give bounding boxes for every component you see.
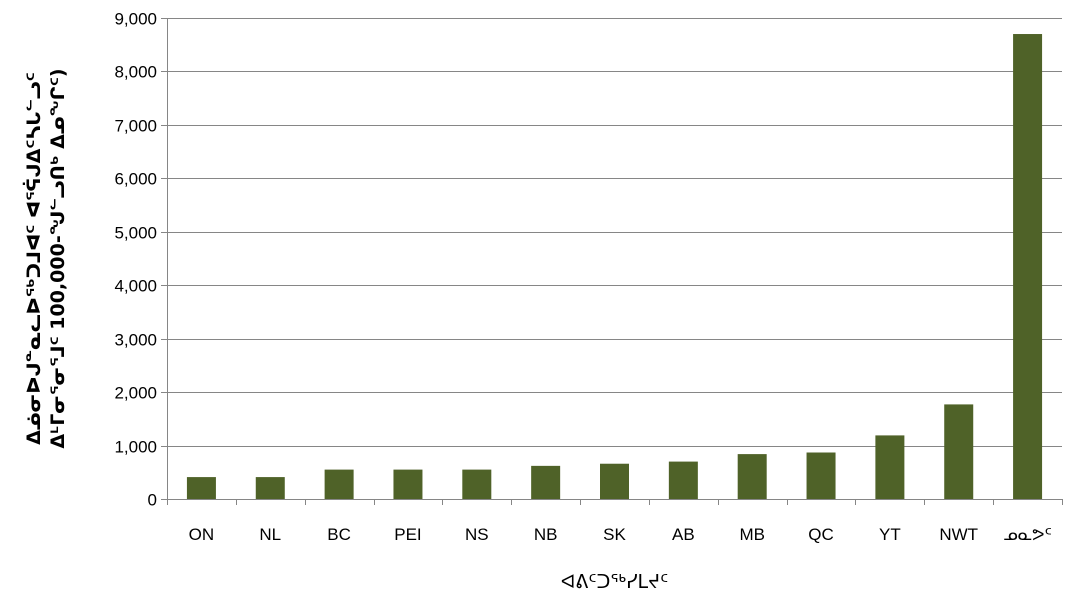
x-axis-title: ᐊᕕᑦᑐᖅᓯᒪᔪᑦ (561, 571, 669, 593)
y-tick-label-3000: 3,000 (114, 331, 157, 350)
y-tick-label-2000: 2,000 (114, 384, 157, 403)
y-axis-title-line-1: ᐃᓅᓂᐅᒍᓐᓇᓚᐅᖅᑐᒧᐊᑦ ᐊᕐᕌᒍᐃᑦᓴᒐᓪᓗᑦ (22, 72, 45, 445)
bar-NB (531, 465, 561, 499)
bar-MB (737, 454, 767, 499)
x-tick-label-ᓄᓇᕗᑦ: ᓄᓇᕗᑦ (1003, 525, 1052, 544)
bar-AB (668, 461, 698, 499)
x-tick-label-NL: NL (259, 525, 281, 544)
axis-titles: ᐃᓅᓂᐅᒍᓐᓇᓚᐅᖅᑐᒧᐊᑦ ᐊᕐᕌᒍᐃᑦᓴᒐᓪᓗᑦ ᐃᒻᒥᓂᕐᓂᕐᒧᑦ 100… (22, 68, 668, 593)
y-tick-label-4000: 4,000 (114, 277, 157, 296)
x-tick-label-ON: ON (189, 525, 215, 544)
bar-NS (462, 469, 492, 499)
y-tick-label-1000: 1,000 (114, 438, 157, 457)
y-tick-label-0: 0 (148, 491, 157, 510)
x-tick-label-BC: BC (327, 525, 351, 544)
y-tick-label-8000: 8,000 (114, 63, 157, 82)
x-tick-label-PEI: PEI (394, 525, 421, 544)
bar-ᓄᓇᕗᑦ (1013, 34, 1043, 500)
axes (161, 18, 1063, 505)
x-tick-label-NWT: NWT (939, 525, 978, 544)
x-tick-label-YT: YT (879, 525, 901, 544)
bar-QC (806, 452, 836, 499)
bar-YT (875, 435, 905, 499)
bar-PEI (393, 469, 423, 499)
y-axis-title-line-2: ᐃᒻᒥᓂᕐᓂᕐᒧᑦ 100,000-ᖑᓪᓗᑎᒃ ᐃᓄᖏᑦ) (47, 68, 69, 448)
bar-NWT (944, 404, 974, 499)
bar-SK (600, 463, 629, 499)
x-tick-label-NB: NB (534, 525, 558, 544)
bar-BC (324, 469, 354, 499)
x-tick-label-AB: AB (672, 525, 695, 544)
y-tick-label-5000: 5,000 (114, 224, 157, 243)
x-tick-label-NS: NS (465, 525, 489, 544)
x-tick-label-QC: QC (808, 525, 834, 544)
y-tick-label-7000: 7,000 (114, 117, 157, 136)
bar-ON (186, 477, 216, 499)
gridlines (167, 18, 1062, 447)
x-tick-label-SK: SK (603, 525, 626, 544)
tick-labels: 0 1,000 2,000 3,000 4,000 5,000 6,000 7,000 8,00… (114, 10, 1051, 545)
x-tick-label-MB: MB (739, 525, 765, 544)
bar-NL (255, 477, 285, 499)
y-tick-label-9000: 9,000 (114, 10, 157, 29)
y-tick-label-6000: 6,000 (114, 170, 157, 189)
bars (186, 34, 1043, 500)
